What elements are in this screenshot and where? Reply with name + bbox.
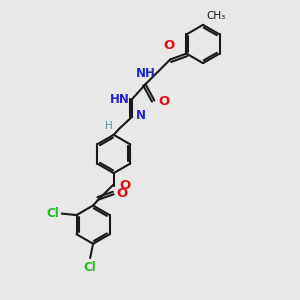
- Text: CH₃: CH₃: [206, 11, 226, 21]
- Text: H: H: [105, 121, 113, 131]
- Text: O: O: [159, 95, 170, 108]
- Text: NH: NH: [136, 67, 155, 80]
- Text: HN: HN: [110, 93, 130, 106]
- Text: Cl: Cl: [46, 206, 59, 220]
- Text: O: O: [119, 179, 130, 192]
- Text: Cl: Cl: [83, 261, 96, 274]
- Text: N: N: [136, 109, 146, 122]
- Text: O: O: [163, 39, 174, 52]
- Text: O: O: [117, 187, 128, 200]
